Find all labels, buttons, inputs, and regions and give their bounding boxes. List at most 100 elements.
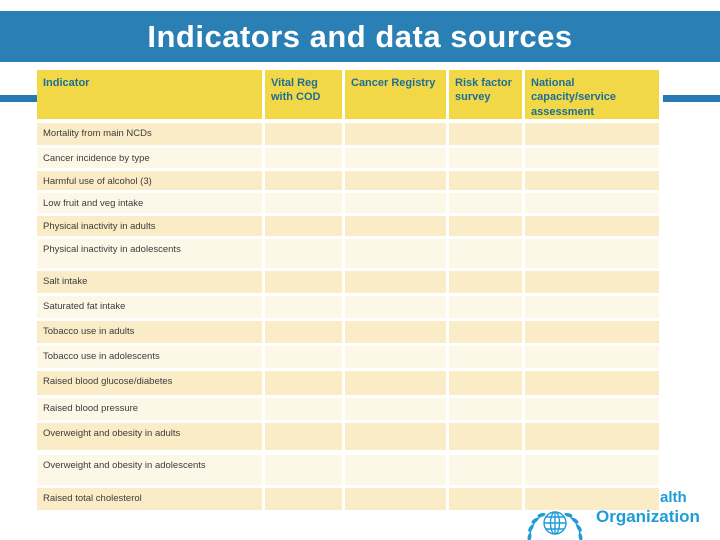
data-cell <box>265 193 342 213</box>
table-row-overweight-adults: Overweight and obesity in adults <box>37 423 659 450</box>
table-row-salt-intake: Salt intake <box>37 271 659 293</box>
data-cell <box>345 148 446 168</box>
data-cell <box>345 296 446 318</box>
data-cell <box>345 423 446 450</box>
data-cell <box>449 488 522 510</box>
data-cell <box>345 216 446 236</box>
who-emblem-icon <box>527 511 583 540</box>
data-cell <box>449 171 522 190</box>
indicator-cell: Overweight and obesity in adults <box>37 423 262 450</box>
data-cell <box>265 148 342 168</box>
column-header-national-capacity-assessment: National capacity/service assessment <box>525 70 659 119</box>
data-cell <box>345 239 446 268</box>
who-logo-text-line2: Organization <box>596 507 700 526</box>
indicator-cell: Tobacco use in adults <box>37 321 262 343</box>
data-cell <box>265 321 342 343</box>
data-cell <box>265 296 342 318</box>
table-row-inactivity-adolescents: Physical inactivity in adolescents <box>37 239 659 268</box>
data-cell <box>525 271 659 293</box>
data-cell <box>449 455 522 485</box>
data-cell <box>449 148 522 168</box>
indicator-cell: Tobacco use in adolescents <box>37 346 262 368</box>
data-cell <box>525 371 659 395</box>
data-cell <box>345 171 446 190</box>
data-cell <box>345 346 446 368</box>
table-row-low-fruit-veg: Low fruit and veg intake <box>37 193 659 213</box>
data-cell <box>449 346 522 368</box>
data-cell <box>449 216 522 236</box>
who-logo-text-line1: alth <box>660 489 687 506</box>
data-cell <box>345 193 446 213</box>
indicator-cell: Mortality from main NCDs <box>37 123 262 145</box>
data-cell <box>345 455 446 485</box>
data-cell <box>449 423 522 450</box>
data-cell <box>525 123 659 145</box>
indicator-cell: Harmful use of alcohol (3) <box>37 171 262 190</box>
column-header-vital-reg-with-cod: Vital Reg with COD <box>265 70 342 119</box>
data-cell <box>265 239 342 268</box>
data-cell <box>265 171 342 190</box>
table-row-blood-glucose: Raised blood glucose/diabetes <box>37 371 659 395</box>
table-row-inactivity-adults: Physical inactivity in adults <box>37 216 659 236</box>
data-cell <box>265 488 342 510</box>
title-banner: Indicators and data sources <box>0 11 720 62</box>
data-cell <box>449 321 522 343</box>
data-cell <box>345 271 446 293</box>
indicator-cell: Physical inactivity in adolescents <box>37 239 262 268</box>
data-cell <box>449 193 522 213</box>
slide-title: Indicators and data sources <box>147 18 573 54</box>
data-cell <box>265 423 342 450</box>
data-cell <box>525 321 659 343</box>
column-header-indicator: Indicator <box>37 70 262 119</box>
accent-line-left <box>0 95 37 102</box>
data-cell <box>525 216 659 236</box>
data-cell <box>265 216 342 236</box>
indicator-cell: Saturated fat intake <box>37 296 262 318</box>
data-cell <box>525 148 659 168</box>
data-cell <box>449 123 522 145</box>
data-cell <box>525 346 659 368</box>
table-body: Mortality from main NCDs Cancer incidenc… <box>37 123 659 510</box>
data-cell <box>449 271 522 293</box>
data-cell <box>265 271 342 293</box>
data-cell <box>525 171 659 190</box>
table-row-total-cholesterol: Raised total cholesterol <box>37 488 659 510</box>
table-row-cancer-incidence: Cancer incidence by type <box>37 148 659 168</box>
data-cell <box>265 123 342 145</box>
table-row-tobacco-adolescents: Tobacco use in adolescents <box>37 346 659 368</box>
data-cell <box>525 193 659 213</box>
data-cell <box>449 296 522 318</box>
table-row-tobacco-adults: Tobacco use in adults <box>37 321 659 343</box>
data-cell <box>525 296 659 318</box>
table-header-row: Indicator Vital Reg with COD Cancer Regi… <box>37 70 659 119</box>
data-cell <box>265 346 342 368</box>
data-cell <box>525 239 659 268</box>
column-header-cancer-registry: Cancer Registry <box>345 70 446 119</box>
data-cell <box>345 398 446 420</box>
table-row-overweight-adolescents: Overweight and obesity in adolescents <box>37 455 659 485</box>
data-cell <box>345 371 446 395</box>
data-cell <box>345 321 446 343</box>
data-cell <box>265 371 342 395</box>
indicator-cell: Overweight and obesity in adolescents <box>37 455 262 485</box>
data-cell <box>345 123 446 145</box>
indicator-cell: Raised total cholesterol <box>37 488 262 510</box>
data-cell <box>449 398 522 420</box>
indicator-cell: Raised blood glucose/diabetes <box>37 371 262 395</box>
data-cell <box>525 423 659 450</box>
table-row-saturated-fat: Saturated fat intake <box>37 296 659 318</box>
data-cell <box>345 488 446 510</box>
data-cell <box>449 239 522 268</box>
data-cell <box>525 488 659 510</box>
accent-line-right <box>663 95 720 102</box>
table-row-harmful-alcohol: Harmful use of alcohol (3) <box>37 171 659 190</box>
indicator-cell: Low fruit and veg intake <box>37 193 262 213</box>
indicator-cell: Raised blood pressure <box>37 398 262 420</box>
data-cell <box>525 455 659 485</box>
data-cell <box>449 371 522 395</box>
indicator-cell: Physical inactivity in adults <box>37 216 262 236</box>
data-cell <box>525 398 659 420</box>
column-header-risk-factor-survey: Risk factor survey <box>449 70 522 119</box>
table-row-mortality-main-ncds: Mortality from main NCDs <box>37 123 659 145</box>
